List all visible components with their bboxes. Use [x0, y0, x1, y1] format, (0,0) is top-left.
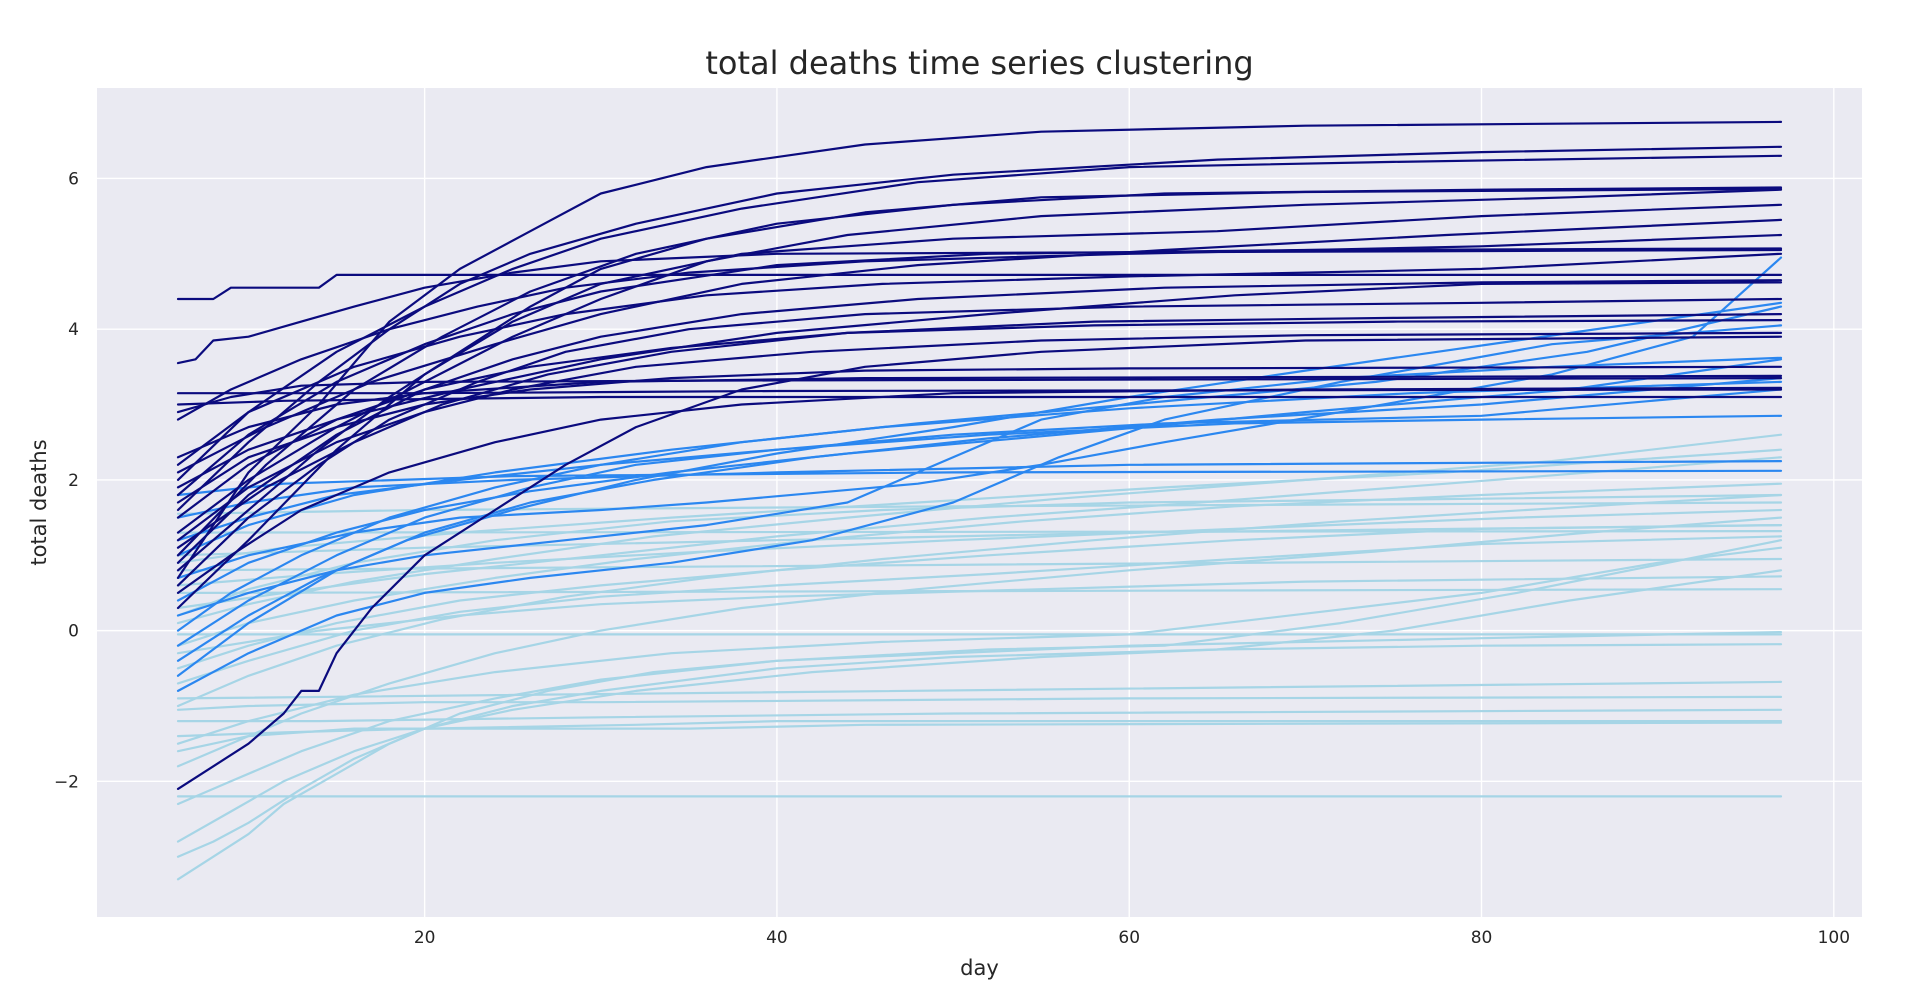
series-line-medium: [176, 380, 1783, 557]
series-line-dark: [176, 145, 1783, 512]
series-line-dark: [176, 297, 1783, 587]
series-line-dark: [176, 377, 1783, 414]
series-line-dark: [176, 154, 1783, 481]
y-tick-label: 4: [68, 320, 79, 340]
series-line-light: [176, 523, 1783, 557]
series-line-medium: [176, 460, 1783, 519]
x-tick-label: 40: [766, 928, 788, 948]
series-line-dark: [176, 120, 1783, 580]
series-line-light: [176, 516, 1783, 768]
series-line-dark: [176, 335, 1783, 791]
series-line-dark: [176, 252, 1783, 466]
series-line-light: [176, 529, 1783, 534]
series-line-medium: [176, 388, 1783, 647]
y-tick-label: 6: [68, 169, 79, 189]
x-tick-label: 20: [414, 928, 436, 948]
x-tick-label: 80: [1471, 928, 1493, 948]
series-line-light: [176, 539, 1783, 806]
tick-labels: 20 40 60 80 100 −2 0 2 4 6: [54, 169, 1850, 948]
x-axis-label: day: [960, 956, 999, 980]
series-line-light: [176, 501, 1783, 515]
series-line-light: [176, 569, 1783, 843]
series-line-light: [176, 630, 1783, 881]
series-line-light: [176, 708, 1783, 723]
series-line-medium: [176, 377, 1783, 677]
series-line-dark: [176, 331, 1783, 542]
series-line-light: [176, 719, 1783, 738]
series-line-dark: [176, 386, 1783, 595]
series-line-medium: [176, 324, 1783, 693]
y-tick-label: 0: [68, 622, 79, 642]
series-line-light: [176, 493, 1783, 617]
series-line-light: [176, 680, 1783, 700]
x-tick-label: 100: [1818, 928, 1850, 948]
series-line-medium: [176, 256, 1783, 580]
series-line-dark: [176, 279, 1783, 564]
series-line-dark: [176, 365, 1783, 504]
series-line-light: [176, 546, 1783, 745]
series-line-light: [176, 557, 1783, 572]
chart-title: total deaths time series clustering: [705, 44, 1253, 82]
series-line-dark: [176, 187, 1783, 572]
y-tick-label: −2: [54, 772, 79, 792]
series-line-dark: [176, 313, 1783, 549]
series-line-light: [176, 456, 1783, 610]
series-line-medium: [176, 414, 1783, 542]
series-line-dark: [176, 281, 1783, 489]
series-line-light: [176, 508, 1783, 587]
series-line-light: [176, 493, 1783, 708]
series-line-dark: [176, 248, 1783, 365]
series-line-medium: [176, 301, 1783, 662]
series-line-dark: [176, 188, 1783, 534]
series-line-light: [176, 695, 1783, 711]
y-axis-label: total deaths: [27, 439, 51, 565]
series-line-dark: [176, 395, 1783, 406]
x-tick-label: 60: [1118, 928, 1140, 948]
series-lines: [176, 120, 1783, 881]
series-line-dark: [176, 218, 1783, 474]
y-tick-label: 2: [68, 471, 79, 491]
series-line-light: [176, 575, 1783, 655]
